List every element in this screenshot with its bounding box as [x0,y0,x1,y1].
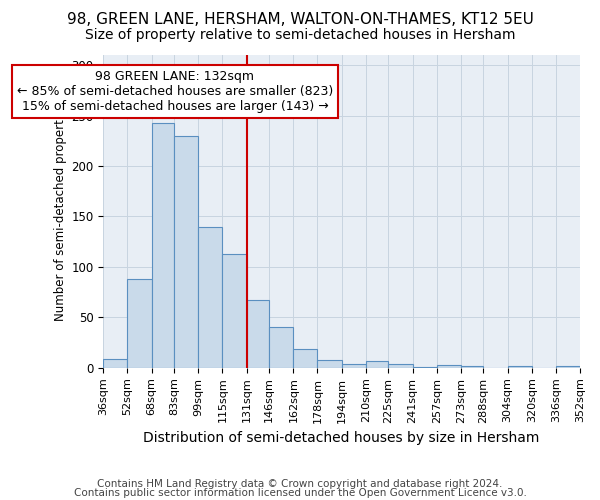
Y-axis label: Number of semi-detached properties: Number of semi-detached properties [54,102,67,320]
Bar [247,300,269,368]
Bar [556,366,580,368]
Bar [508,366,532,368]
Text: 98 GREEN LANE: 132sqm
← 85% of semi-detached houses are smaller (823)
15% of sem: 98 GREEN LANE: 132sqm ← 85% of semi-deta… [17,70,333,113]
Bar [366,361,388,368]
Bar [174,136,198,368]
Bar [198,226,223,368]
Bar [413,367,437,368]
Bar [223,254,247,368]
Bar [317,360,341,368]
Bar [127,279,152,368]
Bar [152,122,174,368]
Bar [437,365,461,368]
X-axis label: Distribution of semi-detached houses by size in Hersham: Distribution of semi-detached houses by … [143,431,540,445]
Bar [293,348,317,368]
Bar [388,364,413,368]
Bar [341,364,366,368]
Bar [103,358,127,368]
Text: 98, GREEN LANE, HERSHAM, WALTON-ON-THAMES, KT12 5EU: 98, GREEN LANE, HERSHAM, WALTON-ON-THAME… [67,12,533,28]
Text: Size of property relative to semi-detached houses in Hersham: Size of property relative to semi-detach… [85,28,515,42]
Text: Contains public sector information licensed under the Open Government Licence v3: Contains public sector information licen… [74,488,526,498]
Text: Contains HM Land Registry data © Crown copyright and database right 2024.: Contains HM Land Registry data © Crown c… [97,479,503,489]
Bar [269,328,293,368]
Bar [461,366,484,368]
